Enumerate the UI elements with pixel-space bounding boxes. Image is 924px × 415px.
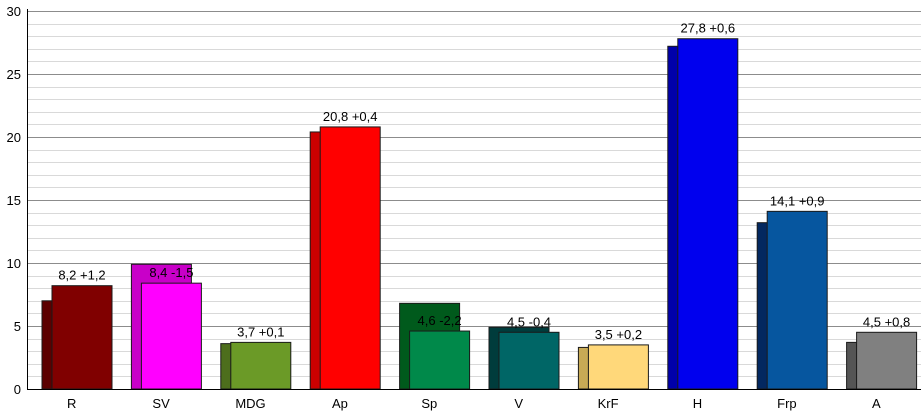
current-bar-Ap: [319, 126, 381, 390]
current-bar-KrF: [587, 344, 649, 390]
y-tick-label: 15: [7, 193, 21, 208]
data-label-Ap: 20,8 +0,4: [323, 109, 378, 124]
x-tick-label-R: R: [67, 396, 76, 411]
data-label-Sp: 4,6 -2,2: [418, 313, 462, 328]
x-tick-label-SV: SV: [152, 396, 170, 411]
x-tick-label-Sp: Sp: [421, 396, 437, 411]
data-label-SV: 8,4 -1,5: [149, 265, 193, 280]
x-tick-label-Frp: Frp: [777, 396, 797, 411]
axes: [27, 9, 921, 390]
bars: [41, 38, 918, 390]
current-bar-V: [498, 331, 560, 390]
data-labels: 8,2 +1,2 8,4 -1,5 3,7 +0,1 20,8 +0,4 4,6 -2,…: [58, 21, 910, 342]
y-tick-label: 30: [7, 4, 21, 19]
data-label-MDG: 3,7 +0,1: [237, 324, 284, 339]
x-tick-label-A: A: [872, 396, 881, 411]
current-bar-Sp: [409, 330, 471, 390]
x-tick-labels: R SV MDG Ap Sp V KrF H Frp A: [67, 396, 881, 411]
x-tick-label-Ap: Ap: [332, 396, 348, 411]
y-tick-label: 5: [14, 319, 21, 334]
data-label-R: 8,2 +1,2: [58, 268, 105, 283]
current-bar-SV: [140, 282, 202, 390]
y-tick-label: 20: [7, 130, 21, 145]
x-tick-label-V: V: [514, 396, 523, 411]
data-label-H: 27,8 +0,6: [681, 21, 736, 36]
y-tick-label: 25: [7, 67, 21, 82]
current-bar-MDG: [230, 341, 292, 390]
x-tick-label-H: H: [693, 396, 702, 411]
y-tick-label: 0: [14, 382, 21, 397]
current-bar-R: [51, 285, 113, 390]
y-tick-label: 10: [7, 256, 21, 271]
data-label-KrF: 3,5 +0,2: [595, 327, 642, 342]
data-label-V: 4,5 -0,4: [507, 314, 551, 329]
x-tick-label-MDG: MDG: [235, 396, 265, 411]
y-tick-labels: 0 5 10 15 20 25 30: [7, 4, 21, 397]
data-label-Frp: 14,1 +0,9: [770, 193, 825, 208]
data-label-A: 4,5 +0,8: [863, 314, 910, 329]
current-bar-H: [677, 38, 739, 390]
current-bar-A: [856, 331, 918, 390]
current-bar-Frp: [766, 210, 828, 390]
x-tick-label-KrF: KrF: [598, 396, 619, 411]
